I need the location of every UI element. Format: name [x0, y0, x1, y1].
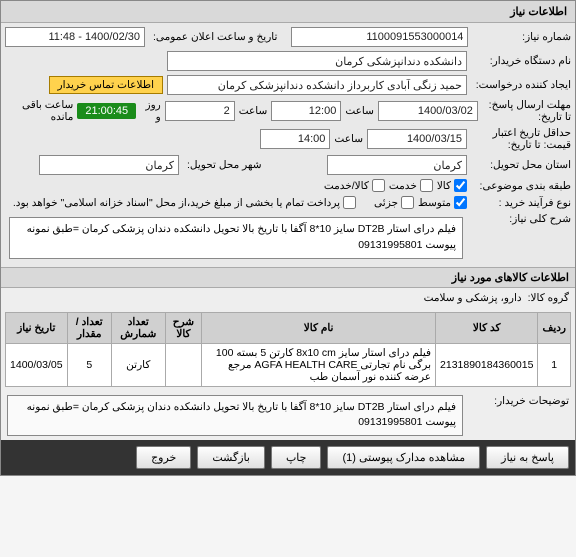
buyer-info-button[interactable]: اطلاعات تماس خریدار	[49, 76, 163, 94]
attachments-button[interactable]: مشاهده مدارک پیوستی (1)	[327, 446, 480, 469]
form-area: شماره نیاز: تاریخ و ساعت اعلان عمومی: نا…	[1, 23, 575, 267]
cell-rownum: 1	[538, 343, 571, 386]
cell-code: 2131890184360015	[436, 343, 538, 386]
valid-label: حداقل تاریخ اعتبارقیمت: تا تاریخ:	[471, 127, 571, 151]
hour-label-2: ساعت	[334, 133, 363, 145]
need-no-input[interactable]	[291, 27, 468, 47]
deadline-label: مهلت ارسال پاسخ:تا تاریخ:	[482, 99, 571, 123]
cat-label: طبقه بندی موضوعی:	[471, 180, 571, 192]
creator-label: ایجاد کننده درخواست:	[471, 79, 571, 91]
days-input[interactable]	[165, 101, 235, 121]
proc-b[interactable]: جزئی	[374, 196, 414, 209]
cell-unit: کارتن	[111, 343, 165, 386]
cat-a[interactable]: کالا	[437, 179, 467, 192]
countdown-timer: 21:00:45	[77, 103, 136, 119]
proc-label: نوع فرآیند خرید :	[471, 197, 571, 209]
city-label: شهر محل تحویل:	[183, 159, 323, 171]
hour-label-1b: ساعت	[239, 105, 268, 117]
cat-c[interactable]: کالا/خدمت	[324, 179, 385, 192]
city-input[interactable]	[39, 155, 179, 175]
valid-date-input[interactable]	[367, 129, 467, 149]
table-row[interactable]: 1 2131890184360015 فیلم درای استار سایز …	[6, 343, 571, 386]
info-panel: اطلاعات نیاز شماره نیاز: تاریخ و ساعت اع…	[0, 0, 576, 476]
footer-toolbar: پاسخ به نیاز مشاهده مدارک پیوستی (1) چاپ…	[1, 440, 575, 475]
cat-b[interactable]: خدمت	[389, 179, 433, 192]
partial-pay-checkbox[interactable]	[343, 196, 356, 209]
announce-input[interactable]	[5, 27, 145, 47]
creator-input[interactable]	[167, 75, 467, 95]
partial-pay[interactable]: پرداخت تمام یا بخشی از مبلغ خرید،از محل …	[13, 196, 356, 209]
print-button[interactable]: چاپ	[271, 446, 322, 469]
group-label: گروه کالا:	[528, 292, 569, 304]
panel-title: اطلاعات نیاز	[1, 1, 575, 23]
gen-desc-box: فیلم درای استار DT2B سایز 10*8 آگفا با ت…	[9, 217, 463, 259]
deadline-time-input[interactable]	[271, 101, 341, 121]
deadline-date-input[interactable]	[378, 101, 478, 121]
th-code: کد کالا	[436, 312, 538, 343]
th-desc: شرح کالا	[165, 312, 202, 343]
table-header-row: ردیف کد کالا نام کالا شرح کالا تعداد شما…	[6, 312, 571, 343]
proc-a[interactable]: متوسط	[418, 196, 467, 209]
buyer-desc-label: توضیحات خریدار:	[469, 395, 569, 407]
th-unit: تعداد شمارش	[111, 312, 165, 343]
group-value: دارو، پزشکی و سلامت	[424, 292, 522, 304]
back-button[interactable]: بازگشت	[197, 446, 265, 469]
days-label: روز و	[140, 99, 161, 123]
prov-label: استان محل تحویل:	[471, 159, 571, 171]
cell-name: فیلم درای استار سایز 8x10 cm کارتن 5 بست…	[202, 343, 436, 386]
th-name: نام کالا	[202, 312, 436, 343]
proc-a-checkbox[interactable]	[454, 196, 467, 209]
items-section-title: اطلاعات کالاهای مورد نیاز	[1, 267, 575, 288]
buyer-desc-box: فیلم درای استار DT2B سایز 10*8 آگفا با ت…	[7, 395, 463, 437]
items-table: ردیف کد کالا نام کالا شرح کالا تعداد شما…	[5, 312, 571, 387]
cell-date: 1400/03/05	[6, 343, 68, 386]
announce-label: تاریخ و ساعت اعلان عمومی:	[149, 31, 287, 43]
hour-label-1: ساعت	[345, 105, 374, 117]
th-date: تاریخ نیاز	[6, 312, 68, 343]
cell-qty: 5	[67, 343, 111, 386]
valid-time-input[interactable]	[260, 129, 330, 149]
prov-input[interactable]	[327, 155, 467, 175]
cat-b-checkbox[interactable]	[420, 179, 433, 192]
th-qty: تعداد / مقدار	[67, 312, 111, 343]
cat-a-checkbox[interactable]	[454, 179, 467, 192]
remain-label: ساعت باقی مانده	[5, 99, 73, 123]
cat-c-checkbox[interactable]	[372, 179, 385, 192]
exit-button[interactable]: خروج	[136, 446, 191, 469]
org-input[interactable]	[167, 51, 467, 71]
org-label: نام دستگاه خریدار:	[471, 55, 571, 67]
cell-desc	[165, 343, 202, 386]
th-rownum: ردیف	[538, 312, 571, 343]
proc-b-checkbox[interactable]	[401, 196, 414, 209]
respond-button[interactable]: پاسخ به نیاز	[486, 446, 569, 469]
need-no-label: شماره نیاز:	[472, 31, 571, 43]
gen-desc-label: شرح کلی نیاز:	[471, 213, 571, 225]
